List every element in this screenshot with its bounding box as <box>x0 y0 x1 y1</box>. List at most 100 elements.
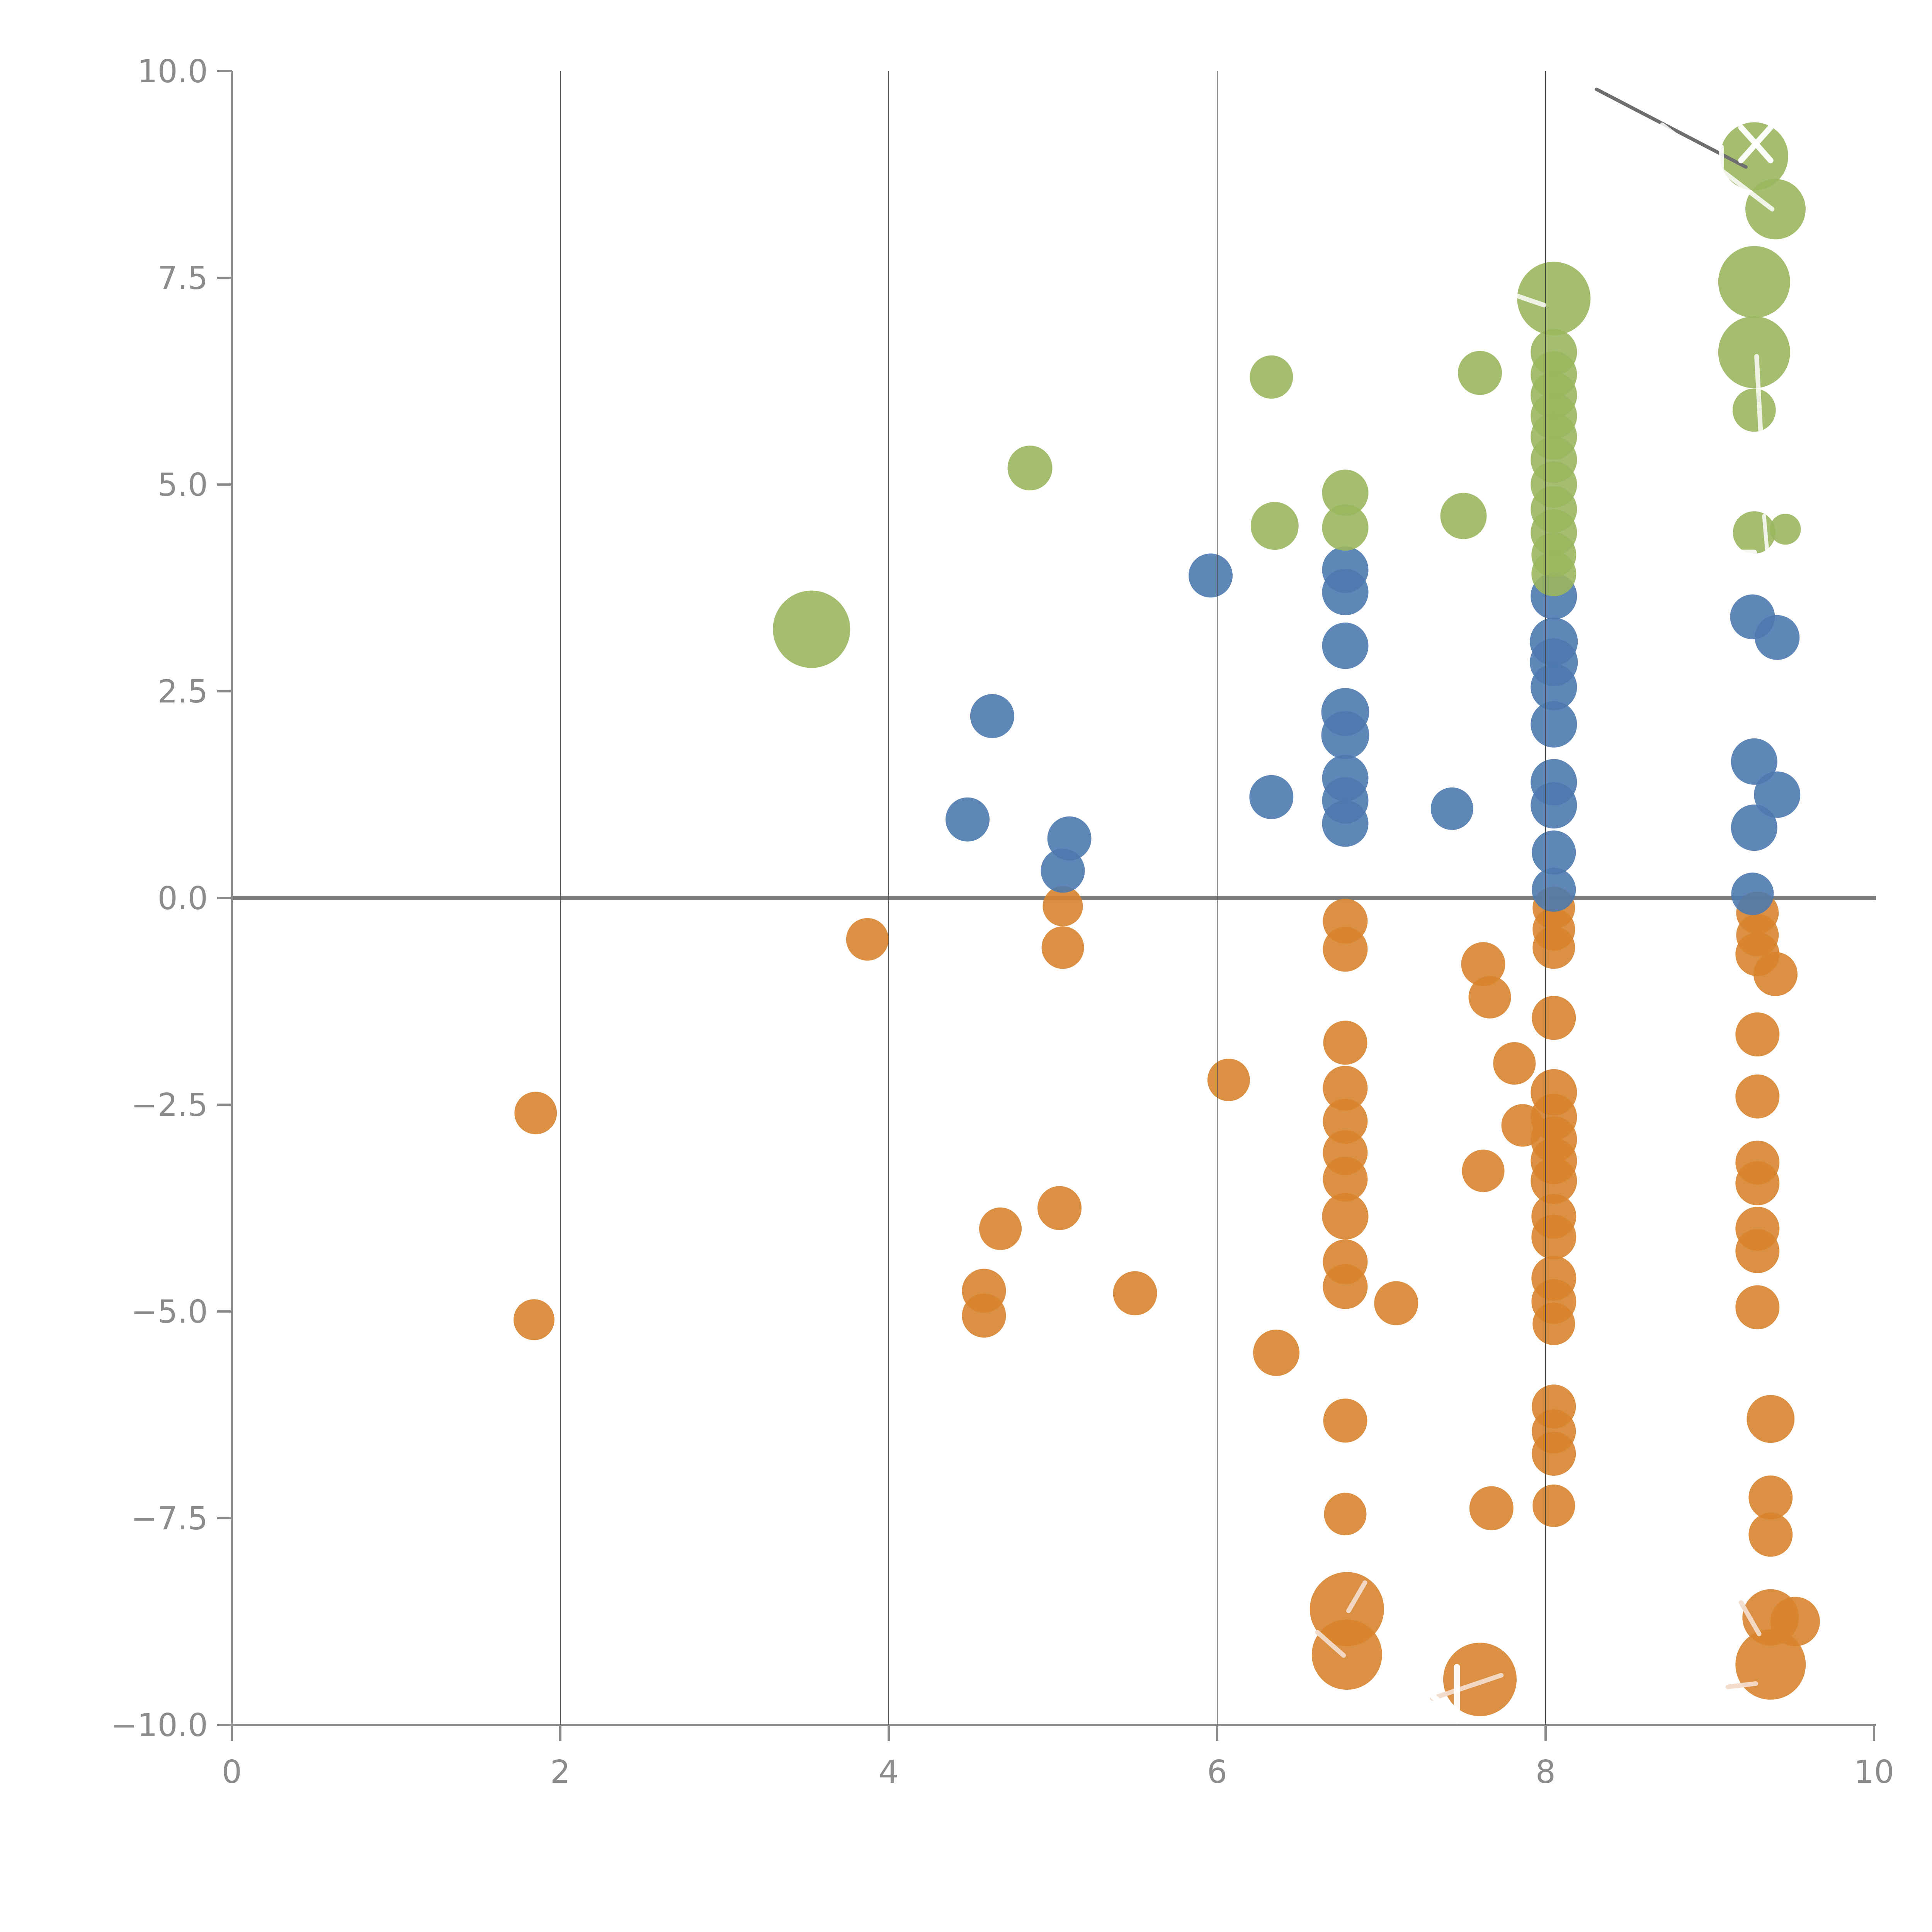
axis-ticks <box>217 70 1875 1741</box>
vertical-gridlines <box>560 71 1546 1725</box>
data-point-orange[interactable] <box>1735 1012 1780 1057</box>
data-point-orange[interactable] <box>962 1293 1006 1338</box>
data-point-orange[interactable] <box>1461 942 1505 986</box>
data-point-orange[interactable] <box>1735 1285 1780 1330</box>
data-point-orange[interactable] <box>1748 1475 1793 1520</box>
data-point-orange[interactable] <box>1037 1186 1082 1230</box>
data-point-orange[interactable] <box>1532 1303 1575 1345</box>
data-point-blue[interactable] <box>1531 701 1577 748</box>
y-axis-tick-label: 10.0 <box>137 53 208 90</box>
data-point-orange[interactable] <box>846 918 889 961</box>
data-point-blue[interactable] <box>970 694 1014 738</box>
data-point-orange[interactable] <box>1532 996 1576 1040</box>
data-point-orange[interactable] <box>1323 1398 1367 1443</box>
data-point-green[interactable] <box>773 590 850 668</box>
data-point-green[interactable] <box>1732 388 1776 432</box>
y-axis-tick-label: −10.0 <box>111 1707 208 1744</box>
data-point-orange[interactable] <box>1253 1330 1299 1376</box>
data-point-orange[interactable] <box>1735 1074 1780 1119</box>
data-point-orange[interactable] <box>979 1208 1022 1250</box>
data-point-orange[interactable] <box>1532 1432 1576 1476</box>
data-point-orange[interactable] <box>1323 1264 1368 1309</box>
data-point-orange[interactable] <box>1323 1066 1368 1111</box>
data-points-layer <box>514 122 1820 1716</box>
data-point-blue[interactable] <box>1755 615 1800 660</box>
data-point-blue[interactable] <box>1322 800 1369 847</box>
data-point-blue[interactable] <box>1754 771 1801 818</box>
data-point-green[interactable] <box>1440 493 1487 539</box>
data-point-blue[interactable] <box>1249 775 1294 819</box>
data-point-orange[interactable] <box>1532 926 1575 969</box>
data-point-orange[interactable] <box>1323 1020 1367 1065</box>
data-point-blue[interactable] <box>1430 787 1473 830</box>
y-axis-tick-label: 7.5 <box>158 260 208 297</box>
data-point-blue[interactable] <box>1532 830 1576 875</box>
x-axis-tick-label: 0 <box>222 1754 242 1791</box>
data-point-orange[interactable] <box>1735 1629 1806 1700</box>
data-point-orange[interactable] <box>1735 1229 1780 1273</box>
data-point-green[interactable] <box>1322 504 1369 551</box>
data-point-green[interactable] <box>1250 502 1299 550</box>
data-point-orange[interactable] <box>1311 1619 1382 1690</box>
data-point-blue[interactable] <box>1189 553 1233 598</box>
white-glyph-diag <box>1427 1690 1460 1724</box>
data-point-green[interactable] <box>1007 446 1053 491</box>
data-point-green[interactable] <box>1517 262 1591 335</box>
data-point-orange[interactable] <box>1469 1486 1514 1531</box>
data-point-blue[interactable] <box>1322 569 1369 616</box>
white-seg-green-col <box>1754 354 1763 436</box>
data-point-orange[interactable] <box>1443 1643 1517 1716</box>
data-point-green[interactable] <box>1745 179 1806 240</box>
data-point-orange[interactable] <box>1747 1395 1795 1443</box>
data-point-orange[interactable] <box>1043 886 1083 927</box>
data-point-green[interactable] <box>1458 351 1502 395</box>
data-point-orange[interactable] <box>514 1092 557 1134</box>
data-point-orange[interactable] <box>1462 1150 1505 1192</box>
data-point-green[interactable] <box>1770 514 1801 545</box>
data-point-orange[interactable] <box>1493 1042 1536 1085</box>
pink-leader-2 <box>1315 1630 1346 1658</box>
data-point-orange[interactable] <box>1532 1484 1575 1527</box>
data-point-green[interactable] <box>1720 122 1788 190</box>
y-axis-tick-label: 5.0 <box>158 467 208 503</box>
data-point-orange[interactable] <box>1735 1161 1780 1206</box>
data-point-orange[interactable] <box>1468 976 1511 1019</box>
data-point-blue[interactable] <box>1322 622 1369 669</box>
data-point-blue[interactable] <box>1531 782 1577 829</box>
x-axis-tick-label: 6 <box>1207 1754 1227 1791</box>
x-axis-tick-label: 4 <box>879 1754 899 1791</box>
data-point-blue[interactable] <box>1041 849 1085 893</box>
data-point-blue[interactable] <box>1731 872 1774 915</box>
data-point-green[interactable] <box>1718 316 1790 388</box>
data-point-orange[interactable] <box>1323 1099 1368 1144</box>
data-point-orange[interactable] <box>1041 926 1084 969</box>
data-point-blue[interactable] <box>1532 867 1576 912</box>
data-point-green[interactable] <box>1250 355 1293 399</box>
data-point-orange[interactable] <box>1748 1512 1793 1557</box>
data-point-orange[interactable] <box>1753 952 1798 996</box>
data-point-blue[interactable] <box>1731 738 1777 785</box>
data-point-green[interactable] <box>1322 469 1369 516</box>
data-point-green[interactable] <box>1531 551 1577 597</box>
data-point-green[interactable] <box>1718 246 1790 318</box>
data-point-orange[interactable] <box>1374 1281 1418 1325</box>
data-point-orange[interactable] <box>1531 1214 1577 1260</box>
data-point-orange[interactable] <box>1323 1156 1368 1202</box>
leader-line-white-long <box>1660 122 1775 212</box>
data-point-orange[interactable] <box>1531 1157 1577 1204</box>
leader-big-green <box>1510 292 1546 308</box>
data-point-blue[interactable] <box>1321 711 1369 759</box>
data-point-orange[interactable] <box>1323 927 1368 972</box>
data-point-orange[interactable] <box>1113 1271 1157 1315</box>
data-point-blue[interactable] <box>1531 664 1577 711</box>
y-axis-tick-label: 2.5 <box>158 673 208 710</box>
data-point-blue[interactable] <box>1731 804 1777 851</box>
data-point-orange[interactable] <box>514 1299 554 1340</box>
data-point-blue[interactable] <box>946 797 990 842</box>
data-point-orange[interactable] <box>1324 1493 1367 1536</box>
data-point-green[interactable] <box>1733 511 1776 554</box>
x-axis-tick-label: 2 <box>550 1754 570 1791</box>
data-point-orange[interactable] <box>1322 1193 1369 1240</box>
data-point-orange[interactable] <box>1207 1058 1250 1101</box>
